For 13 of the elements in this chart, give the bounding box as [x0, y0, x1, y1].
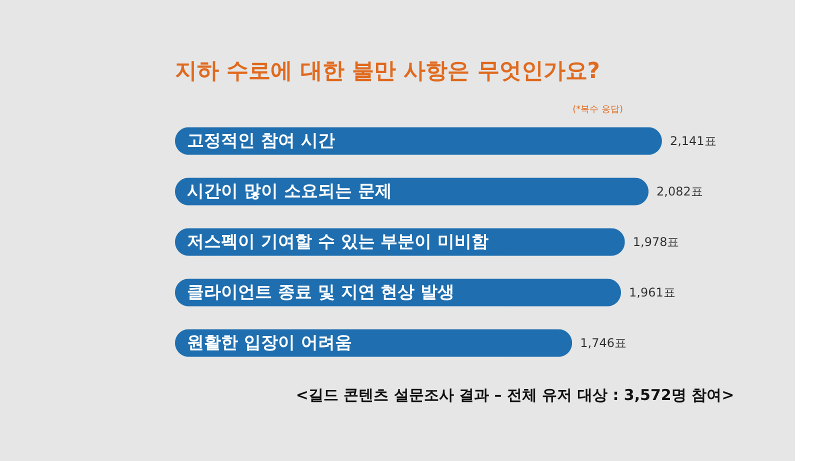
y-tick-label: 시간이 많이 소요되는 문제	[187, 181, 392, 202]
y-tick-label: 저스펙이 기여할 수 있는 부분이 미비함	[187, 232, 489, 252]
data-label: 2,141표	[670, 134, 716, 148]
text: (*복수 응답)	[572, 105, 623, 115]
y-tick-label: 고정적인 참여 시간	[187, 130, 335, 151]
y-tick-label: 클라이언트 종료 및 지연 현상 발생	[187, 282, 455, 303]
data-label: 2,082표	[656, 184, 703, 198]
text: <길드 콘텐츠 설문조사 결과 – 전체 유저 대상 : 3,572명 참여>	[296, 386, 734, 404]
data-label: 1,961표	[629, 286, 676, 300]
y-tick-label: 원활한 입장이 어려움	[187, 333, 352, 354]
data-label: 1,978표	[632, 235, 680, 249]
chart-title: 지하 수로에 대한 불만 사항은 무엇인가요?	[175, 59, 600, 84]
data-label: 1,746표	[580, 336, 626, 350]
